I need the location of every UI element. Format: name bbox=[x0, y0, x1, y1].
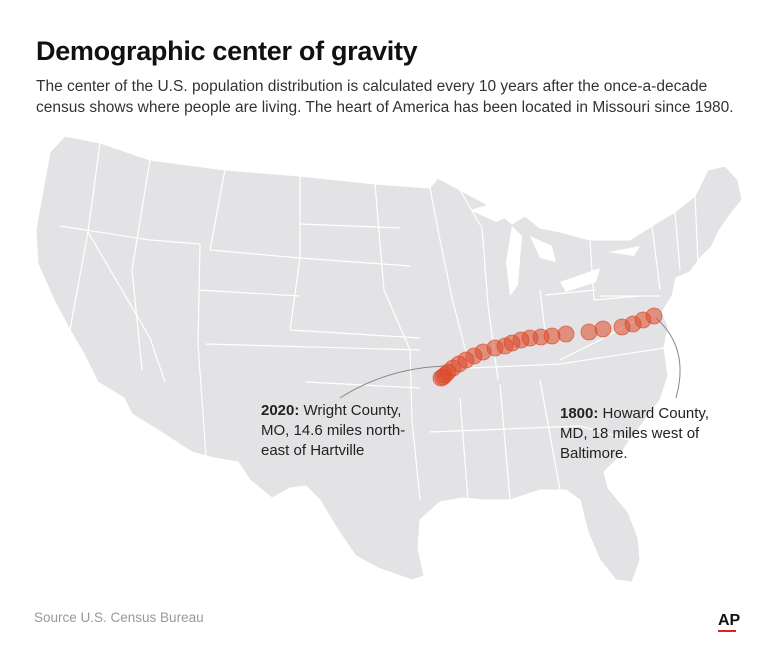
population-centers bbox=[432, 307, 663, 387]
center-marker bbox=[594, 320, 612, 338]
annotation-2020: 2020: Wright County, MO, 14.6 miles nort… bbox=[261, 401, 411, 461]
source-credit: Source U.S. Census Bureau bbox=[34, 610, 204, 625]
center-marker bbox=[580, 323, 598, 341]
ap-logo: AP bbox=[718, 612, 741, 629]
annotation-1800: 1800: Howard County, MD, 18 miles west o… bbox=[560, 404, 720, 464]
us-landmass bbox=[35, 135, 743, 583]
annotation-2020-text: Wright County, MO, 14.6 miles north-east… bbox=[261, 402, 406, 459]
annotation-1800-text: Howard County, MD, 18 miles west of Balt… bbox=[560, 405, 709, 462]
leader-line-2020 bbox=[339, 365, 453, 399]
center-marker bbox=[432, 369, 450, 387]
page-title: Demographic center of gravity bbox=[36, 36, 418, 66]
center-marker bbox=[613, 318, 631, 336]
annotation-2020-year: 2020: bbox=[261, 402, 300, 419]
state-borders bbox=[59, 142, 699, 501]
center-marker bbox=[557, 325, 575, 343]
ap-logo-underline bbox=[718, 630, 736, 632]
leader-line-1800 bbox=[655, 317, 681, 399]
great-lakes bbox=[470, 200, 640, 296]
page-subtitle: The center of the U.S. population distri… bbox=[36, 78, 734, 116]
annotation-1800-year: 1800: bbox=[560, 405, 599, 422]
